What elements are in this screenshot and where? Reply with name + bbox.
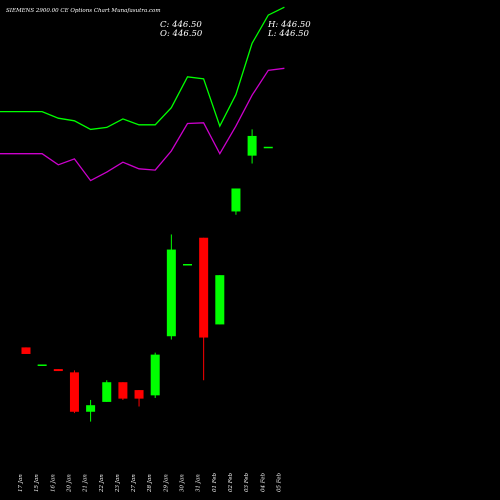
candle	[263, 146, 273, 149]
candle	[69, 370, 79, 414]
close-value: C: 446.50	[160, 20, 202, 30]
x-tick-label: 31 Jan	[196, 474, 202, 492]
candle	[118, 382, 128, 400]
candle-body	[118, 382, 128, 399]
candle	[53, 369, 63, 372]
candle	[183, 264, 192, 266]
candle	[166, 234, 176, 340]
candle	[102, 380, 112, 402]
x-tick-label: 17 Jan	[18, 474, 24, 492]
low-value: L: 446.50	[268, 29, 309, 39]
candle-body	[21, 347, 31, 354]
band-line-2	[0, 67, 285, 182]
candle-body	[134, 390, 144, 399]
candle	[150, 352, 160, 398]
open-value: O: 446.50	[160, 29, 203, 39]
x-tick-label: 21 Jan	[83, 474, 89, 493]
x-tick-label: 05 Feb	[276, 472, 282, 492]
x-tick-label: 04 Feb	[260, 472, 266, 492]
candle-body	[247, 135, 257, 156]
x-tick-label: 15 Jan	[34, 474, 40, 492]
candle-body	[183, 264, 192, 266]
candle	[37, 364, 47, 366]
candle	[231, 188, 241, 215]
x-tick-label: 02 Feb	[228, 472, 234, 492]
candle-body	[215, 275, 225, 325]
candles	[21, 129, 273, 422]
x-tick-label: 28 Jan	[147, 474, 153, 493]
candle	[247, 129, 257, 164]
x-tick-label: 27 Jan	[131, 474, 137, 493]
x-tick-label: 03 Feb	[244, 472, 250, 492]
x-tick-label: 16 Jan	[50, 474, 56, 492]
high-value: H: 446.50	[268, 20, 311, 30]
candle-body	[102, 382, 112, 402]
candle	[215, 275, 225, 325]
x-tick-label: 30 Jan	[180, 474, 186, 492]
candle-body	[37, 364, 47, 366]
candle	[134, 390, 144, 407]
candle-body	[150, 354, 160, 396]
band-lines	[0, 6, 285, 182]
chart-title: SIEMENS 2900.00 CE Options Chart Munafas…	[6, 8, 161, 14]
candle-body	[166, 249, 176, 337]
candle-body	[263, 146, 273, 149]
x-tick-label: 20 Jan	[66, 474, 72, 493]
candle-body	[53, 369, 63, 372]
x-tick-label: 01 Feb	[212, 472, 218, 492]
candle	[199, 237, 209, 381]
x-axis-labels: 17 Jan 15 Jan 16 Jan 20 Jan 21 Jan 22 Jan 23 J…	[18, 472, 282, 493]
candle	[86, 399, 96, 422]
x-tick-label: 29 Jan	[163, 474, 169, 493]
x-tick-label: 23 Jan	[115, 474, 121, 493]
candle-body	[199, 237, 209, 338]
x-tick-label: 22 Jan	[99, 474, 105, 493]
band-line-1	[0, 6, 285, 131]
candle-body	[69, 372, 79, 412]
candle	[21, 347, 31, 354]
candle-body	[86, 405, 96, 412]
candle-body	[231, 188, 241, 212]
